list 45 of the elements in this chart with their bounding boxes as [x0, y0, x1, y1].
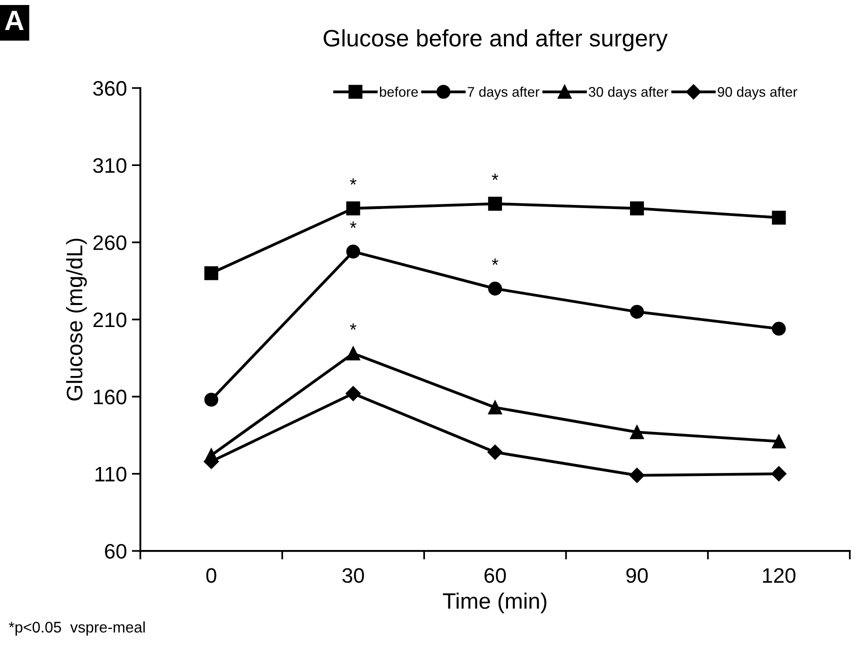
- annotation: *: [492, 174, 498, 180]
- point: [346, 346, 360, 360]
- x-tick-label: 60: [484, 568, 506, 583]
- text: A: [4, 10, 24, 30]
- annotation: *: [350, 178, 356, 185]
- annotation: *: [350, 222, 356, 228]
- point: [772, 434, 786, 448]
- point: [204, 266, 218, 280]
- point: [488, 282, 502, 296]
- point: [204, 448, 218, 462]
- point: [488, 400, 502, 414]
- y-tick-label: 310: [93, 158, 126, 173]
- point: [204, 392, 218, 407]
- legend-label: 30 days after: [588, 86, 668, 100]
- point: [630, 425, 644, 440]
- annotation: *: [492, 258, 498, 265]
- x-tick-label: 90: [626, 568, 648, 583]
- x-tick-label: 120: [763, 568, 796, 583]
- y-tick-label: 210: [93, 312, 126, 328]
- point: [488, 444, 503, 460]
- legend-label: 90 days after: [718, 86, 798, 100]
- text: *p<0.05 vspre-meal: [8, 621, 145, 636]
- point: [346, 201, 360, 216]
- y-tick-label: 260: [93, 235, 126, 250]
- x-axis-title: Time (min): [442, 592, 546, 614]
- point: [346, 244, 360, 259]
- annotation: *: [350, 323, 356, 330]
- y-tick-label: 360: [93, 81, 126, 96]
- point: [488, 196, 502, 211]
- chart-title: Glucose before and after surgery: [324, 29, 668, 52]
- point: [630, 304, 644, 319]
- point: [771, 466, 786, 482]
- y-axis-title: Glucose (mg/dL): [66, 238, 87, 400]
- point: [346, 386, 361, 402]
- x-tick-label: 0: [206, 568, 216, 583]
- y-tick-label: 110: [96, 466, 126, 482]
- legend-label: 7 days after: [468, 86, 540, 100]
- x-tick-label: 30: [342, 568, 364, 583]
- point: [629, 468, 645, 483]
- point: [630, 201, 644, 216]
- y-tick-label: 160: [94, 390, 126, 404]
- point: [772, 210, 786, 225]
- point: [772, 322, 786, 336]
- y-tick-label: 60: [105, 544, 126, 559]
- legend-label: before: [380, 86, 418, 97]
